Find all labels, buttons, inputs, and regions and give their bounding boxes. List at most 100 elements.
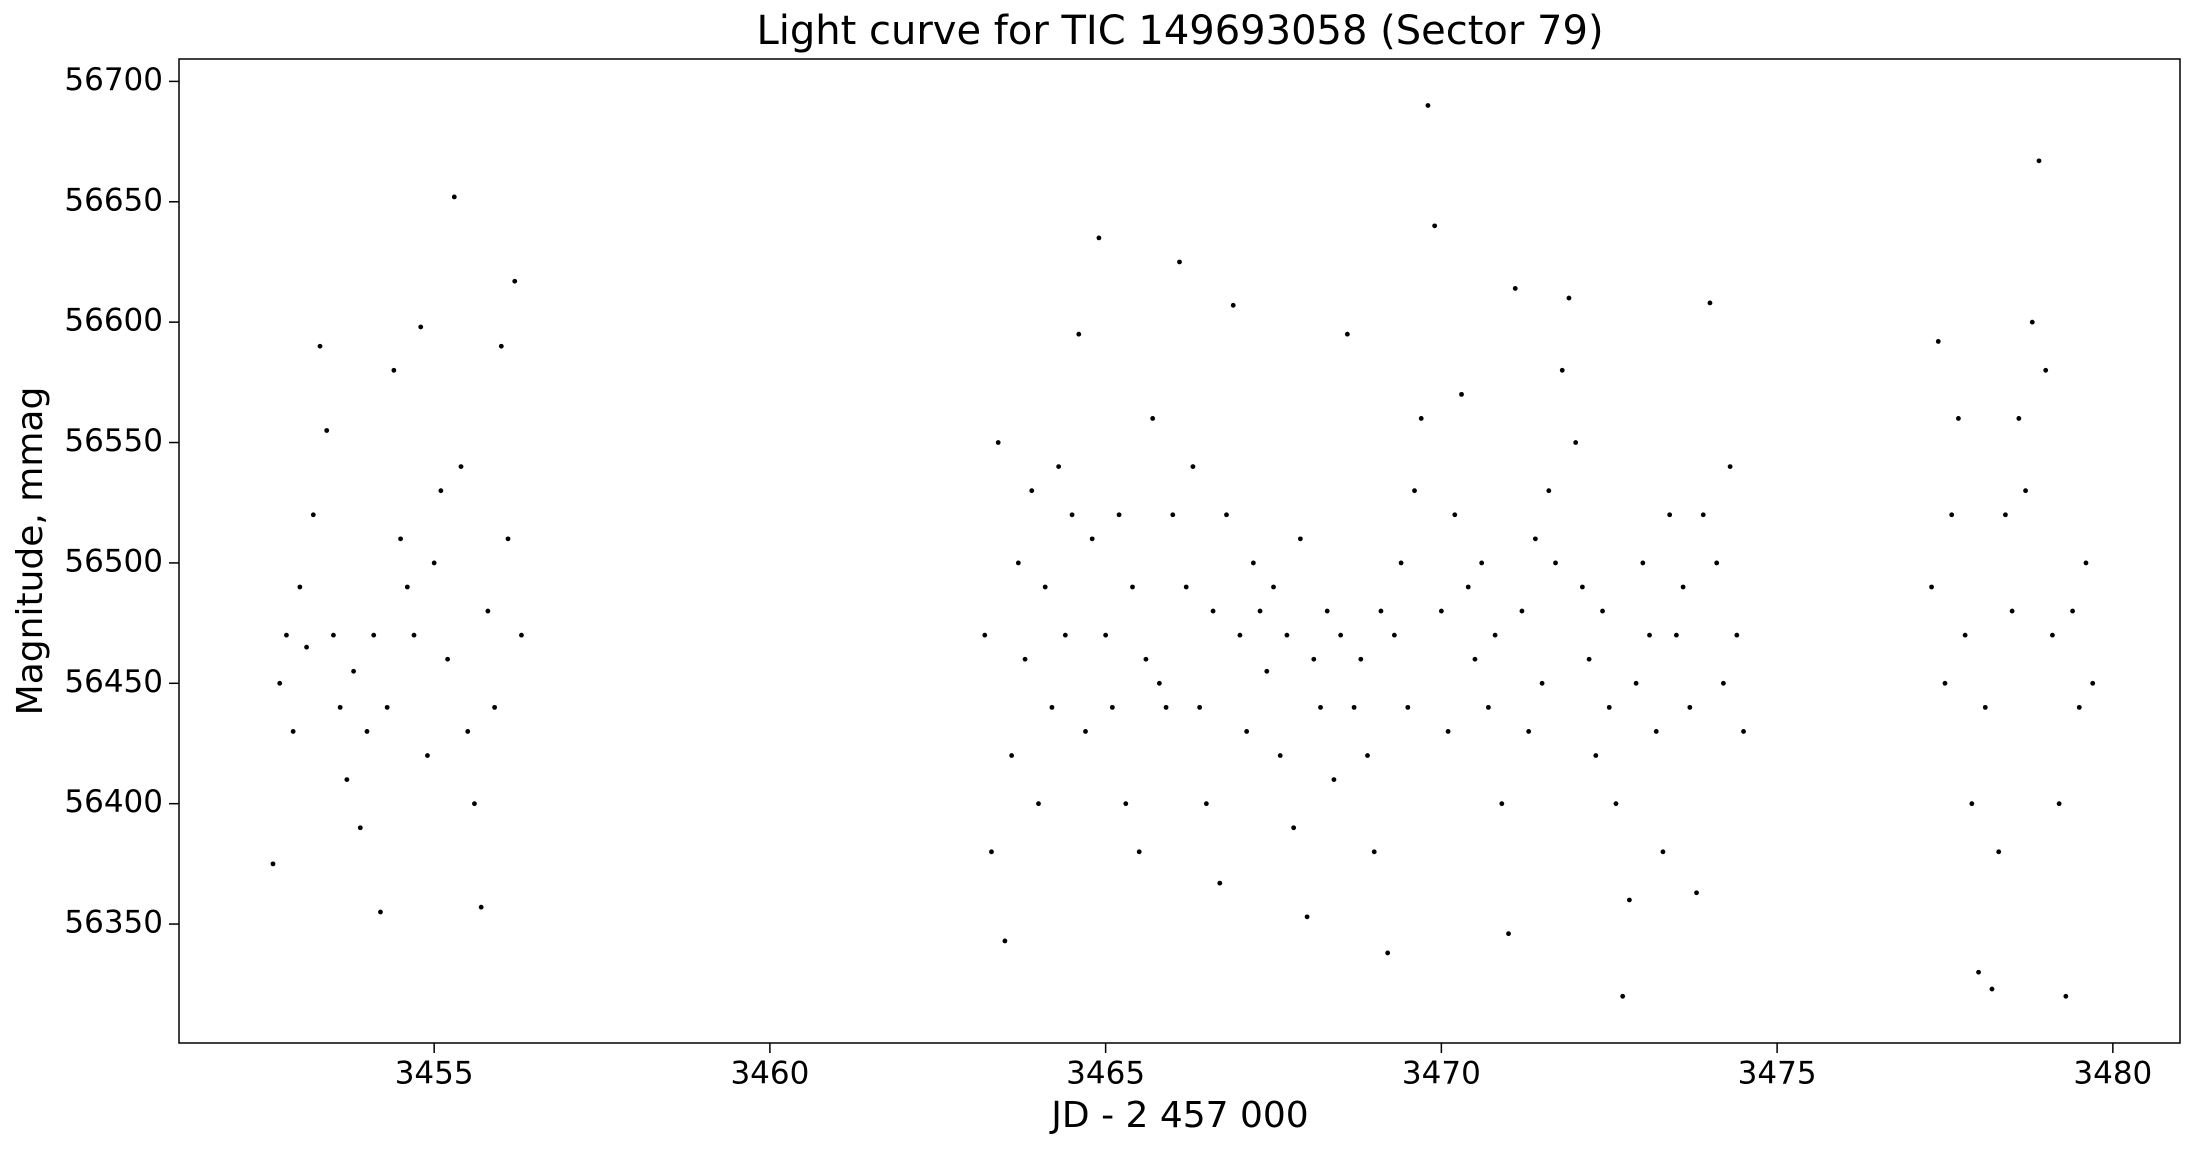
data-point <box>304 644 309 650</box>
y-axis-label: Magnitude, mmag <box>10 387 51 716</box>
data-point <box>1606 704 1612 710</box>
data-point <box>1197 704 1203 710</box>
data-point <box>398 536 403 542</box>
data-point <box>317 343 323 349</box>
data-point <box>1224 512 1229 518</box>
data-point <box>2083 560 2089 566</box>
data-point <box>1405 704 1411 710</box>
data-point <box>1297 536 1303 542</box>
data-point <box>1036 801 1041 807</box>
data-point <box>1707 300 1713 306</box>
data-point <box>1130 584 1135 590</box>
data-point <box>1177 259 1182 265</box>
data-point <box>1586 656 1592 662</box>
data-point <box>1566 295 1572 301</box>
data-point <box>1385 950 1391 956</box>
data-point <box>1956 416 1961 421</box>
data-point <box>1532 536 1538 542</box>
data-point <box>2016 416 2022 421</box>
data-point <box>1398 560 1404 566</box>
data-point <box>1291 825 1297 831</box>
x-tick-label: 3465 <box>1066 1056 1145 1092</box>
data-point <box>2063 993 2069 999</box>
data-point <box>1673 632 1679 638</box>
plot-frame <box>178 58 2181 1044</box>
x-tick-label: 3460 <box>730 1056 809 1092</box>
data-point <box>1472 656 1478 662</box>
data-point <box>995 440 1001 445</box>
data-point <box>1412 488 1417 494</box>
data-point <box>1056 464 1062 470</box>
data-point <box>1150 416 1156 421</box>
x-tick-label: 3480 <box>2073 1056 2152 1092</box>
data-point <box>2070 608 2075 614</box>
data-point <box>1391 632 1397 638</box>
data-point <box>337 704 343 710</box>
data-point <box>1083 729 1088 734</box>
data-point <box>1217 880 1223 886</box>
y-tick-label: 56400 <box>64 784 163 820</box>
data-point <box>445 656 450 662</box>
data-point <box>1687 704 1693 710</box>
data-point <box>1485 704 1491 710</box>
data-point <box>1573 440 1579 445</box>
data-point <box>1962 632 1968 638</box>
data-point <box>1311 656 1317 662</box>
data-point <box>1344 331 1350 337</box>
data-point <box>1244 729 1250 734</box>
data-point <box>404 584 410 590</box>
data-point <box>1633 680 1639 686</box>
data-point <box>451 194 457 200</box>
data-point <box>1103 632 1109 638</box>
data-point <box>2009 608 2015 614</box>
data-point <box>1284 632 1290 638</box>
data-point <box>1338 632 1344 638</box>
x-tick-label: 3475 <box>1738 1056 1817 1092</box>
data-point <box>1989 986 1995 992</box>
data-point <box>1492 632 1498 638</box>
data-point <box>1271 584 1276 590</box>
data-point <box>1553 560 1558 566</box>
data-point <box>1976 969 1981 975</box>
data-point <box>1559 367 1565 373</box>
data-point <box>277 680 283 686</box>
data-point <box>982 632 988 638</box>
data-point <box>1358 656 1364 662</box>
data-point <box>1600 608 1605 614</box>
data-point <box>498 343 504 349</box>
data-point <box>1089 536 1095 542</box>
data-point <box>391 367 397 373</box>
data-point <box>331 632 336 638</box>
data-point <box>1264 668 1270 674</box>
chart-title: Light curve for TIC 149693058 (Sector 79… <box>756 8 1603 54</box>
y-tick-label: 56650 <box>64 182 163 218</box>
data-point <box>1029 488 1035 494</box>
data-point <box>2056 801 2062 807</box>
data-point <box>1969 801 1975 807</box>
data-point <box>1069 512 1075 518</box>
data-point <box>458 464 464 470</box>
data-point <box>418 324 424 330</box>
data-point <box>2090 680 2096 686</box>
data-point <box>1002 938 1008 944</box>
data-point <box>1479 560 1485 566</box>
data-point <box>310 512 316 518</box>
data-point <box>989 849 994 855</box>
data-point <box>1277 753 1283 758</box>
data-point <box>378 909 383 915</box>
data-point <box>1680 584 1686 590</box>
data-point <box>1720 680 1726 686</box>
x-tick-label: 3470 <box>1402 1056 1481 1092</box>
data-point <box>1526 729 1532 734</box>
data-point <box>411 632 417 638</box>
data-point <box>1257 608 1263 614</box>
data-point <box>384 704 390 710</box>
data-point <box>324 428 330 433</box>
data-point <box>1109 704 1115 710</box>
data-point <box>1116 512 1122 518</box>
data-point <box>2023 488 2028 494</box>
data-point <box>1546 488 1552 494</box>
data-point <box>2050 632 2055 638</box>
data-point <box>1042 584 1048 590</box>
